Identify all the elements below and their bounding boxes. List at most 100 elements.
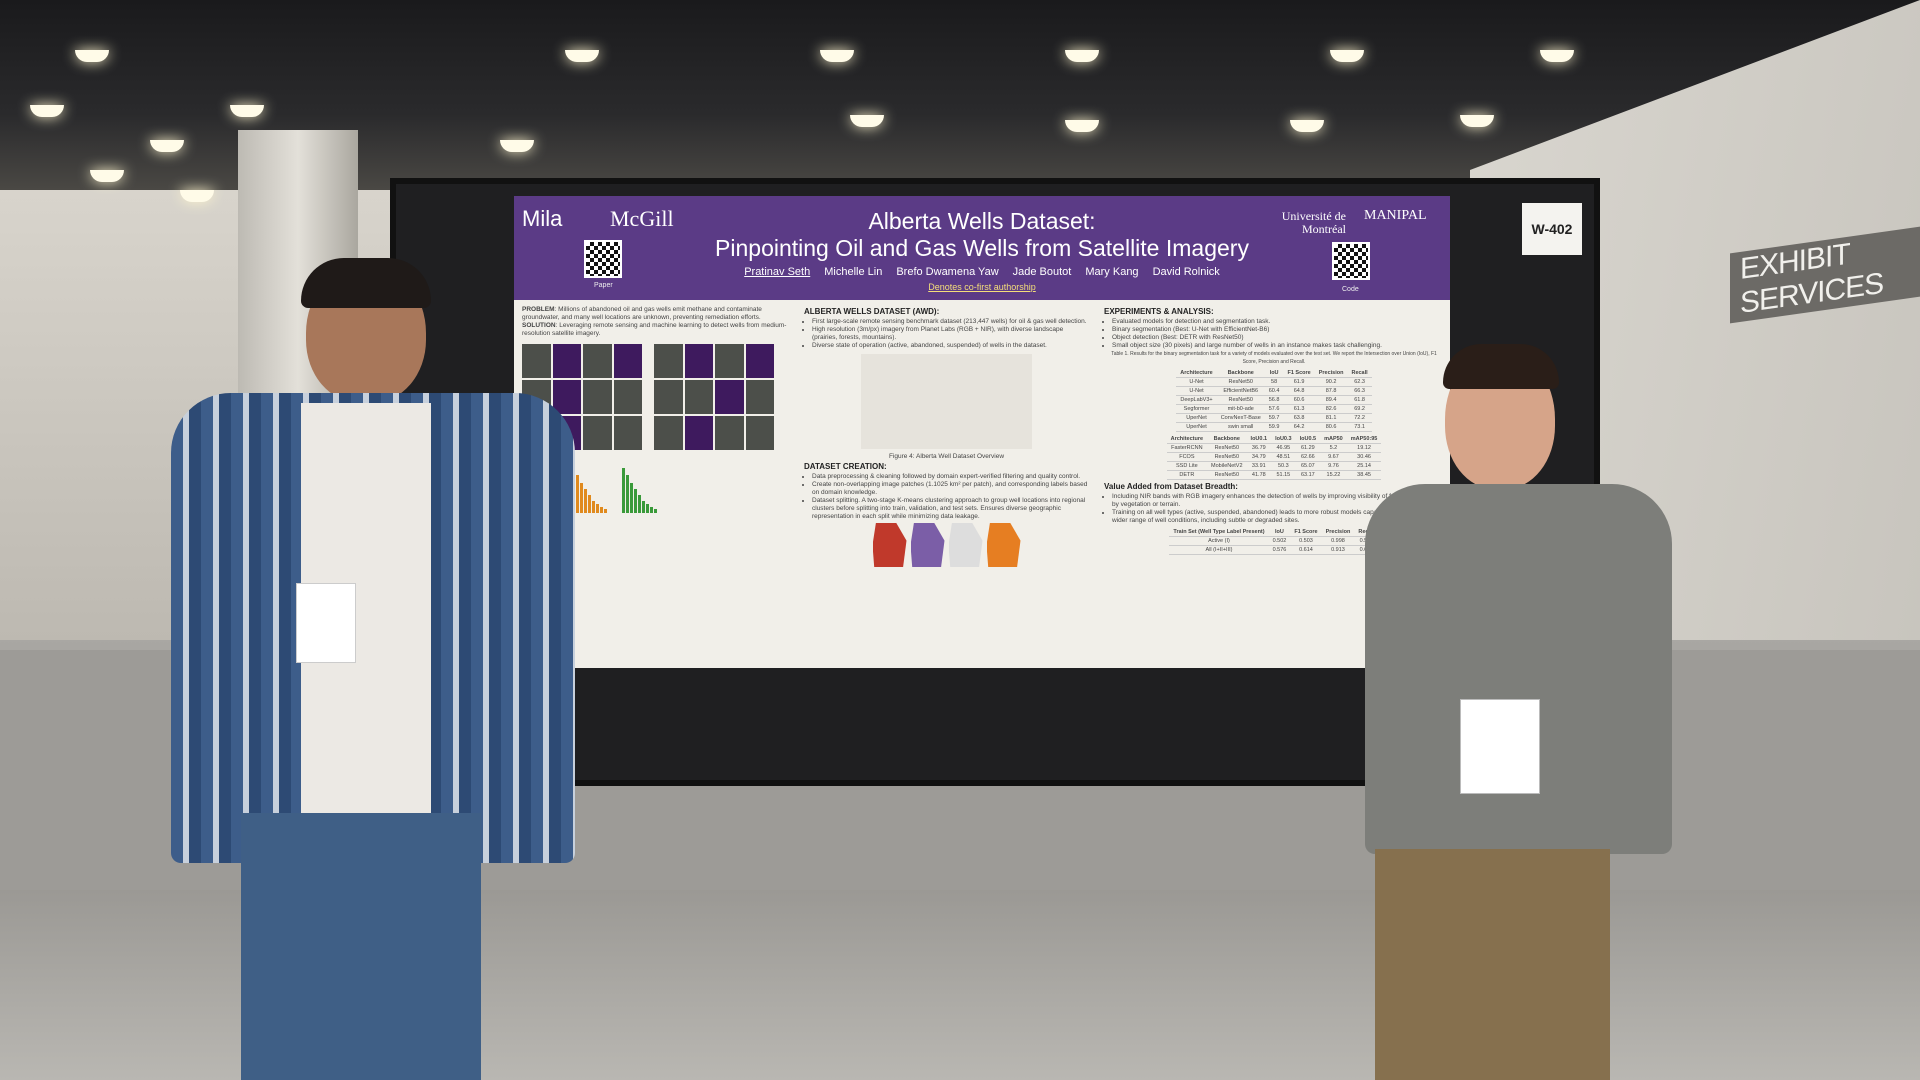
code-qr-caption: Code [1342, 286, 1359, 293]
table-header: Backbone [1207, 435, 1247, 444]
table-cell: SSD Lite [1166, 461, 1208, 471]
problem-label: PROBLEM [522, 306, 555, 313]
cofirst-note: Denotes co-first authorship [928, 282, 1036, 292]
table-cell: 82.6 [1314, 404, 1348, 414]
name-badge [296, 583, 356, 663]
table-cell: 0.614 [1290, 545, 1322, 555]
bar [588, 495, 591, 513]
ceiling-light [75, 50, 109, 62]
bar [596, 504, 599, 513]
table-row: U-Net EfficientNetB6 60.4 64.8 87.8 66.3 [1176, 386, 1372, 396]
table-cell: swin small [1216, 422, 1265, 432]
bullet-item: Object detection (Best: DETR with ResNet… [1112, 334, 1444, 342]
table-header: Recall [1347, 369, 1372, 378]
table-cell: ResNet50 [1207, 470, 1247, 480]
table-cell: 72.2 [1347, 413, 1372, 423]
table-cell: 59.9 [1264, 422, 1284, 432]
table-cell: 60.4 [1264, 386, 1284, 396]
table-cell: Segformer [1176, 404, 1217, 414]
table-cell: U-Net [1176, 377, 1217, 387]
table-row: FCOS ResNet50 34.79 48.51 62.66 9.67 30.46 [1166, 452, 1382, 462]
hair [301, 258, 431, 308]
table-header: F1 Score [1283, 369, 1315, 378]
table-cell: U-Net [1176, 386, 1217, 396]
column-right: EXPERIMENTS & ANALYSIS: Evaluated models… [1104, 306, 1444, 558]
table-header: IoU0.1 [1246, 435, 1272, 444]
booth-number: W-402 [1522, 203, 1582, 255]
column-left: PROBLEM: Millions of abandoned oil and g… [522, 306, 792, 516]
table-header: Train Set (Well Type Label Present) [1169, 528, 1269, 537]
column-middle: ALBERTA WELLS DATASET (AWD): First large… [804, 306, 1089, 572]
bar [580, 483, 583, 513]
figure-4-overview [804, 354, 1089, 449]
table-row: UperNet swin small 59.9 64.2 80.6 73.1 [1176, 422, 1372, 432]
table-cell: DeepLabV3+ [1176, 395, 1217, 405]
table-cell: Active (I) [1169, 536, 1269, 546]
table-cell: 51.15 [1271, 470, 1296, 480]
bar-group [622, 468, 658, 516]
table-row: SSD Lite MobileNetV2 33.91 50.3 65.07 9.76 25.… [1166, 461, 1382, 471]
table-cell: 62.3 [1347, 377, 1372, 387]
table-header: Architecture [1176, 369, 1217, 378]
table-row: UperNet ConvNexT-Base 59.7 63.8 81.1 72.2 [1176, 413, 1372, 423]
bar [634, 489, 637, 513]
table-cell: 41.78 [1246, 470, 1272, 480]
bar [622, 468, 625, 513]
ceiling-light [150, 140, 184, 152]
table-cell: UperNet [1176, 422, 1217, 432]
ceiling-light [180, 190, 214, 202]
table-cell: 58 [1264, 377, 1284, 387]
bullet-item: First large-scale remote sensing benchma… [812, 318, 1089, 326]
table-header: IoU [1268, 528, 1291, 537]
table-cell: 61.3 [1283, 404, 1315, 414]
ceiling-light [1540, 50, 1574, 62]
poster: Mila McGill Paper Université de Montréal… [514, 196, 1450, 668]
table-cell: 64.2 [1283, 422, 1315, 432]
table-cell: 65.07 [1295, 461, 1321, 471]
table-cell: 38.45 [1346, 470, 1382, 480]
table-cell: 87.8 [1314, 386, 1348, 396]
table-cell: UperNet [1176, 413, 1217, 423]
table-cell: 90.2 [1314, 377, 1348, 387]
author: Mary Kang [1085, 266, 1139, 278]
table-cell: 0.998 [1321, 536, 1355, 546]
shorts [1375, 849, 1610, 1080]
author: Jade Boutot [1012, 266, 1072, 278]
name-badge [1460, 699, 1540, 794]
title-line-1: Alberta Wells Dataset: [868, 208, 1096, 234]
table-cell: 73.1 [1347, 422, 1372, 432]
bar [642, 501, 645, 513]
table-cell: 69.2 [1347, 404, 1372, 414]
table-cell: ResNet50 [1216, 377, 1265, 387]
ceiling-light [230, 105, 264, 117]
creation-list: Data preprocessing & cleaning followed b… [804, 473, 1089, 521]
table-cell: FasterRCNN [1166, 443, 1208, 453]
person-right [1365, 344, 1672, 1080]
table-cell: 48.51 [1271, 452, 1296, 462]
table-cell: 50.3 [1271, 461, 1296, 471]
table-cell: 15.22 [1320, 470, 1347, 480]
bar [630, 483, 633, 513]
table-cell: 81.1 [1314, 413, 1348, 423]
udem-logo: Université de Montréal [1281, 209, 1346, 236]
table-cell: 66.3 [1347, 386, 1372, 396]
table-cell: 5.2 [1320, 443, 1347, 453]
bar [600, 507, 603, 513]
code-qr-code[interactable] [1332, 242, 1370, 280]
table-row: Segformer mit-b0-ade 57.6 61.3 82.6 69.2 [1176, 404, 1372, 414]
experiments-list: Evaluated models for detection and segme… [1104, 318, 1444, 350]
table-cell: 9.67 [1320, 452, 1347, 462]
bar [650, 507, 653, 513]
table-cell: ResNet50 [1207, 452, 1247, 462]
bullet-item: High resolution (3m/px) imagery from Pla… [812, 326, 1089, 342]
polo-shirt [1365, 484, 1672, 854]
ceiling-light [565, 50, 599, 62]
table-cell: ResNet50 [1207, 443, 1247, 453]
bar [584, 489, 587, 513]
table-cell: 61.9 [1283, 377, 1315, 387]
table-row: DeepLabV3+ ResNet50 56.8 60.6 89.4 61.8 [1176, 395, 1372, 405]
figure-5-split-maps [804, 521, 1089, 572]
solution-label: SOLUTION [522, 322, 556, 329]
paper-qr-code[interactable] [584, 240, 622, 278]
